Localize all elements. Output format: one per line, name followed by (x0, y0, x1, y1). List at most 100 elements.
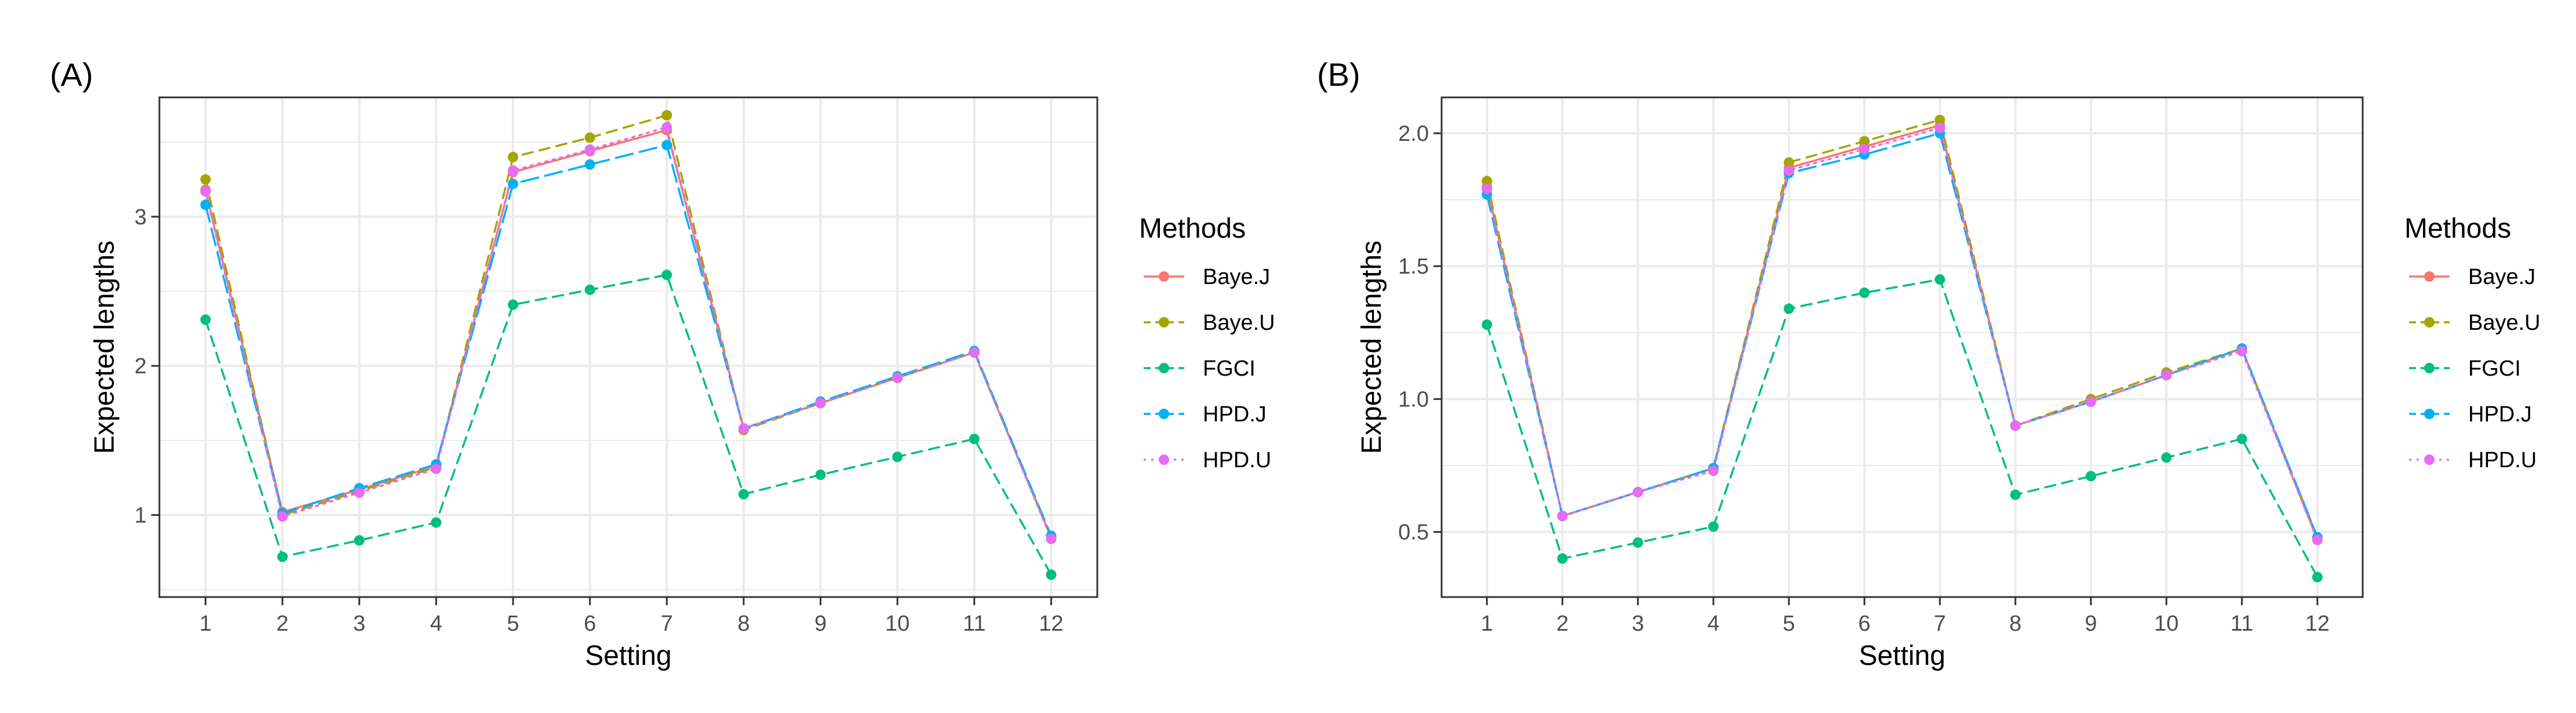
legend-label-baye-j: Baye.J (1203, 265, 1270, 289)
data-point-fgci (277, 551, 288, 562)
legend-label-hpd-j: HPD.J (1203, 402, 1267, 427)
data-point-hpd-u (200, 186, 211, 197)
data-point-fgci (661, 270, 672, 281)
x-axis-title: Setting (1859, 641, 1945, 671)
data-point-fgci (1784, 303, 1795, 314)
data-point-hpd-j (200, 199, 211, 210)
legend: Methods Baye.J Baye.U FGCI HPD.J HPD.U (1139, 213, 1275, 472)
data-point-hpd-u (584, 144, 595, 155)
data-point-hpd-u (354, 487, 365, 498)
x-tick-label: 8 (737, 612, 749, 636)
y-axis-title: Expected lengths (1356, 241, 1387, 454)
data-point-baye-u (584, 132, 595, 143)
legend-label-fgci: FGCI (1203, 356, 1256, 381)
legend-key-point-hpd-j (2424, 409, 2435, 419)
panel-label: (B) (1317, 56, 1360, 93)
data-point-baye-u (1859, 136, 1870, 147)
data-point-fgci (892, 452, 903, 463)
x-tick-label: 12 (2305, 612, 2330, 636)
data-point-hpd-u (2312, 534, 2323, 545)
legend-label-fgci: FGCI (2468, 356, 2521, 381)
x-tick-label: 7 (1934, 612, 1946, 636)
x-tick-label: 8 (2009, 612, 2021, 636)
data-point-hpd-u (969, 347, 980, 358)
x-tick-label: 10 (885, 612, 909, 636)
data-point-hpd-j (661, 140, 672, 151)
data-point-fgci (508, 299, 519, 310)
data-point-baye-u (1934, 114, 1945, 125)
y-tick-label: 1.0 (1398, 387, 1429, 412)
data-point-fgci (1708, 521, 1719, 532)
x-tick-label: 9 (2085, 612, 2097, 636)
x-tick-label: 3 (1632, 612, 1644, 636)
y-tick-label: 2.0 (1398, 122, 1429, 146)
legend-key-point-baye-u (1159, 317, 1169, 328)
series-line-hpd-j (204, 144, 1053, 537)
data-point-hpd-u (892, 372, 903, 383)
data-point-fgci (1046, 569, 1057, 580)
data-point-hpd-u (1046, 533, 1057, 544)
x-tick-label: 9 (814, 612, 827, 636)
x-tick-label: 2 (1556, 612, 1569, 636)
legend-title: Methods (2404, 213, 2511, 244)
data-point-hpd-u (508, 165, 519, 176)
data-point-hpd-u (2236, 345, 2247, 356)
data-point-baye-u (661, 110, 672, 121)
data-point-baye-u (1482, 176, 1493, 187)
legend-key-point-hpd-j (1159, 409, 1169, 419)
x-tick-label: 4 (430, 612, 442, 636)
legend-label-hpd-u: HPD.U (2468, 448, 2537, 472)
data-point-hpd-u (2086, 396, 2097, 407)
data-point-fgci (1482, 319, 1493, 330)
series-line-hpd-u (204, 126, 1053, 540)
data-point-hpd-u (661, 122, 672, 133)
data-point-fgci (969, 434, 980, 445)
plot-border (158, 96, 1098, 598)
y-tick-label: 1 (134, 503, 147, 528)
legend-label-hpd-u: HPD.U (1203, 448, 1271, 472)
x-tick-label: 11 (2231, 612, 2253, 636)
data-point-hpd-u (431, 463, 442, 474)
data-point-fgci (815, 470, 826, 481)
data-point-hpd-u (1482, 184, 1493, 195)
x-axis-title: Setting (585, 641, 671, 671)
data-point-fgci (1632, 537, 1643, 548)
x-tick-label: 2 (276, 612, 289, 636)
x-tick-label: 12 (1039, 612, 1063, 636)
data-point-hpd-u (815, 398, 826, 409)
data-point-hpd-u (1632, 486, 1643, 497)
data-point-fgci (2010, 489, 2021, 500)
x-tick-label: 4 (1707, 612, 1719, 636)
legend-key-point-fgci (1159, 363, 1169, 373)
panel-label: (A) (50, 56, 93, 93)
data-point-fgci (738, 489, 749, 500)
legend-key-point-baye-u (2424, 317, 2435, 328)
data-point-fgci (2161, 452, 2172, 463)
data-point-hpd-u (2010, 420, 2021, 431)
y-tick-label: 2 (134, 354, 147, 379)
data-point-hpd-u (1859, 144, 1870, 155)
legend-title: Methods (1139, 213, 1246, 244)
data-point-fgci (1859, 288, 1870, 299)
x-tick-label: 5 (507, 612, 519, 636)
data-point-fgci (2236, 434, 2247, 445)
y-axis-title: Expected lengths (89, 241, 120, 454)
data-point-hpd-j (584, 159, 595, 170)
x-tick-label: 5 (1783, 612, 1795, 636)
data-point-hpd-j (508, 179, 519, 190)
data-point-hpd-u (277, 511, 288, 522)
data-point-hpd-u (1784, 165, 1795, 176)
plot-background (1442, 97, 2363, 597)
x-tick-label: 1 (199, 612, 212, 636)
data-point-hpd-u (1557, 511, 1568, 522)
data-point-fgci (584, 284, 595, 295)
legend-label-baye-u: Baye.U (2468, 311, 2541, 335)
x-tick-label: 10 (2154, 612, 2178, 636)
x-tick-label: 7 (661, 612, 673, 636)
data-point-fgci (200, 314, 211, 325)
legend-key-point-baye-j (1159, 271, 1169, 282)
data-point-hpd-u (2161, 370, 2172, 381)
data-point-fgci (431, 517, 442, 528)
